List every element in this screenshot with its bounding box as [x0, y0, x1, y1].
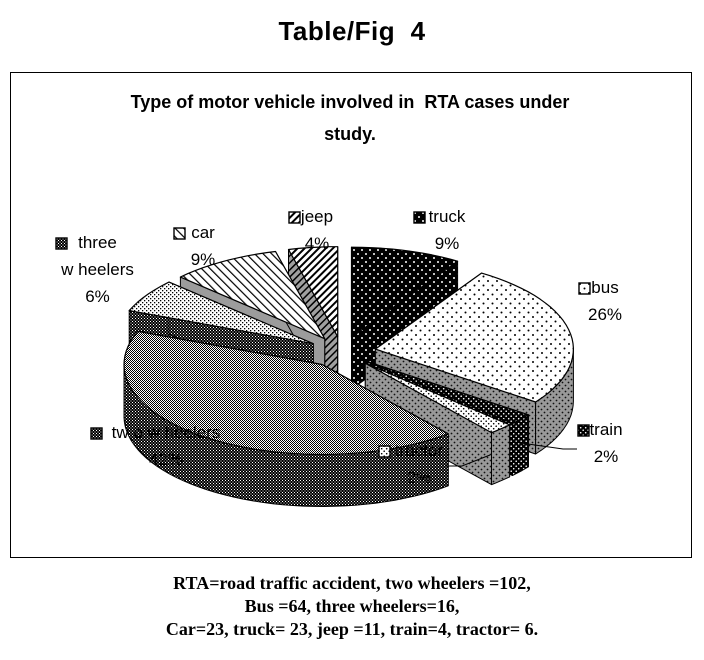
slice-percent: 2% [406, 468, 432, 487]
legend-key-car-icon [173, 227, 186, 240]
chart-title: Type of motor vehicle involved in RTA ca… [10, 86, 690, 150]
legend-key-three-wheelers-icon [55, 237, 68, 250]
slice-percent: 6% [85, 287, 110, 306]
slice-percent: 42% [148, 450, 184, 469]
slice-percent: 4% [304, 234, 330, 253]
slice-label: truck [428, 207, 466, 226]
legend-key-train-icon [577, 424, 590, 437]
slice-percent: 2% [593, 447, 619, 466]
leader-lines [447, 441, 577, 467]
legend-key-bus-icon [578, 282, 591, 295]
slice-percent: 9% [190, 250, 216, 269]
slice-label: w heelers [61, 260, 134, 279]
pie-slices [123, 246, 574, 507]
figure-title: Table/Fig 4 [278, 16, 426, 46]
slice-label: tractor [394, 441, 444, 460]
legend-key-tractor-icon [378, 445, 391, 458]
chart-title-line: Type of motor vehicle involved in RTA ca… [130, 92, 570, 112]
legend-key-truck-icon [413, 211, 426, 224]
slice-label: car [191, 223, 215, 242]
slice-label: three [78, 233, 117, 252]
slice-label: jeep [300, 207, 334, 226]
footnote-line: Car=23, truck= 23, jeep =11, train=4, tr… [165, 619, 539, 639]
slice-percent: 26% [587, 305, 623, 324]
footnote-line: Bus =64, three wheelers=16, [244, 596, 460, 616]
slice-percent: 9% [434, 234, 460, 253]
legend-key-two-wheelers-icon [90, 427, 103, 440]
legend-key-jeep-icon [288, 211, 301, 224]
footnote-line: RTA=road traffic accident, two wheelers … [173, 573, 531, 593]
slice-label: tw o w heelers [111, 423, 221, 442]
footnote: RTA=road traffic accident, two wheelers … [0, 572, 704, 641]
slice-label: bus [591, 278, 619, 297]
chart-title-line: study. [324, 124, 376, 144]
slice-label: train [589, 420, 623, 439]
